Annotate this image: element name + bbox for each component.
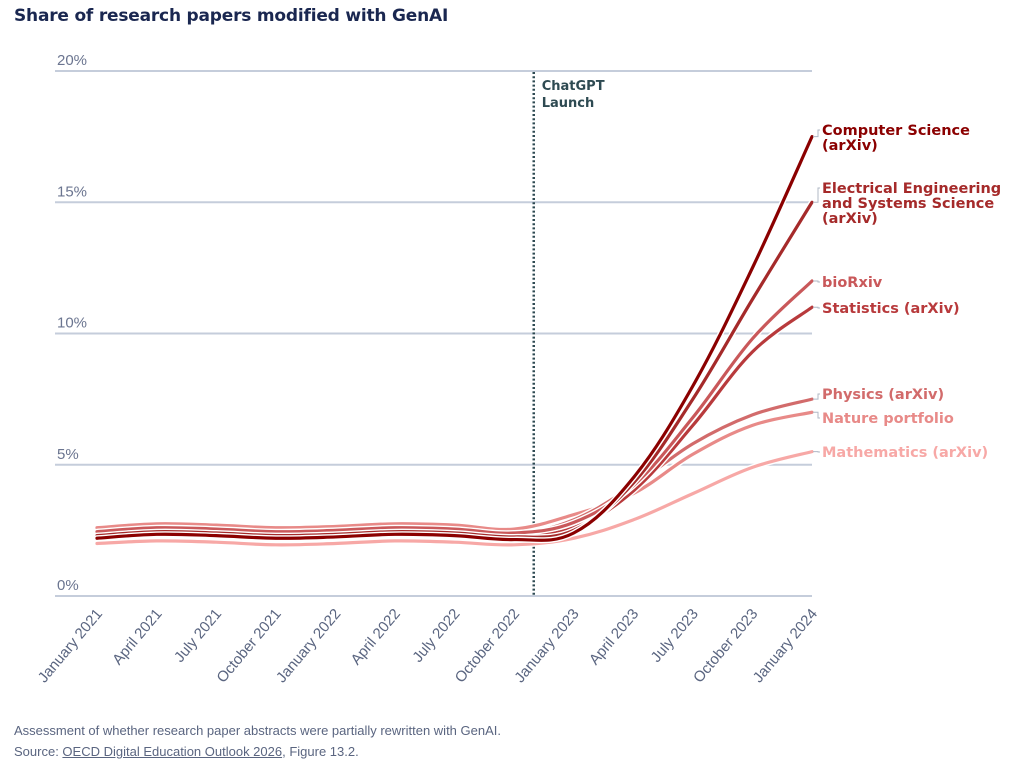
x-tick-label: April 2022: [348, 606, 404, 669]
series-label: and Systems Science: [822, 196, 994, 212]
x-tick-label: July 2021: [171, 606, 225, 666]
series-label: Mathematics (arXiv): [822, 445, 988, 461]
footnote-description: Assessment of whether research paper abs…: [14, 723, 501, 738]
chatgpt-annotation: ChatGPT Launch: [532, 72, 605, 596]
label-connector: [813, 393, 820, 400]
label-connector: [813, 306, 820, 309]
label-connector: [813, 129, 820, 138]
y-tick-label: 15%: [57, 183, 87, 200]
x-tick-label: July 2023: [648, 606, 702, 666]
series-label: (arXiv): [822, 211, 878, 227]
y-tick-label: 20%: [57, 52, 87, 69]
series-line-halo: [94, 304, 815, 539]
source-prefix: Source:: [14, 744, 63, 759]
y-tick-label: 0%: [57, 577, 79, 594]
series-label: Computer Science: [822, 123, 970, 139]
footnote: Assessment of whether research paper abs…: [14, 720, 501, 762]
series-label: Physics (arXiv): [822, 387, 944, 403]
x-tick-label: January 2021: [35, 606, 106, 687]
source-link[interactable]: OECD Digital Education Outlook 2026: [62, 744, 283, 759]
gridlines: [55, 70, 812, 597]
series-labels: Computer Science(arXiv)Electrical Engine…: [813, 123, 1001, 461]
x-tick-label: April 2023: [586, 606, 642, 669]
x-tick-label: July 2022: [409, 606, 463, 666]
y-tick-label: 10%: [57, 315, 87, 332]
chatgpt-launch-label: ChatGPT: [542, 79, 605, 94]
footnote-source: Source: OECD Digital Education Outlook 2…: [14, 741, 501, 762]
series-label: Electrical Engineering: [822, 181, 1001, 197]
series-label: Statistics (arXiv): [822, 301, 960, 317]
series-label: (arXiv): [822, 138, 878, 154]
series-line: [95, 305, 814, 538]
y-tick-label: 5%: [57, 446, 79, 463]
series-line: [95, 397, 814, 537]
series-line-halo: [94, 133, 815, 544]
series-label: Nature portfolio: [822, 411, 954, 427]
source-suffix: , Figure 13.2.: [282, 744, 359, 759]
series-line: [95, 410, 814, 532]
x-tick-label: April 2021: [109, 606, 165, 669]
y-axis-ticks: 0% 5% 10% 15% 20%: [57, 52, 87, 594]
series-lines: [94, 133, 815, 548]
series-line-halo: [94, 409, 815, 533]
series-line: [95, 135, 814, 542]
label-connector: [813, 280, 820, 283]
label-connector: [813, 411, 820, 419]
chatgpt-launch-label: Launch: [542, 96, 595, 111]
series-line-halo: [94, 396, 815, 538]
series-line: [95, 279, 814, 535]
series-label: bioRxiv: [822, 275, 883, 291]
series-line: [95, 450, 814, 547]
label-connector: [813, 187, 820, 203]
chart-title: Share of research papers modified with G…: [14, 6, 449, 26]
